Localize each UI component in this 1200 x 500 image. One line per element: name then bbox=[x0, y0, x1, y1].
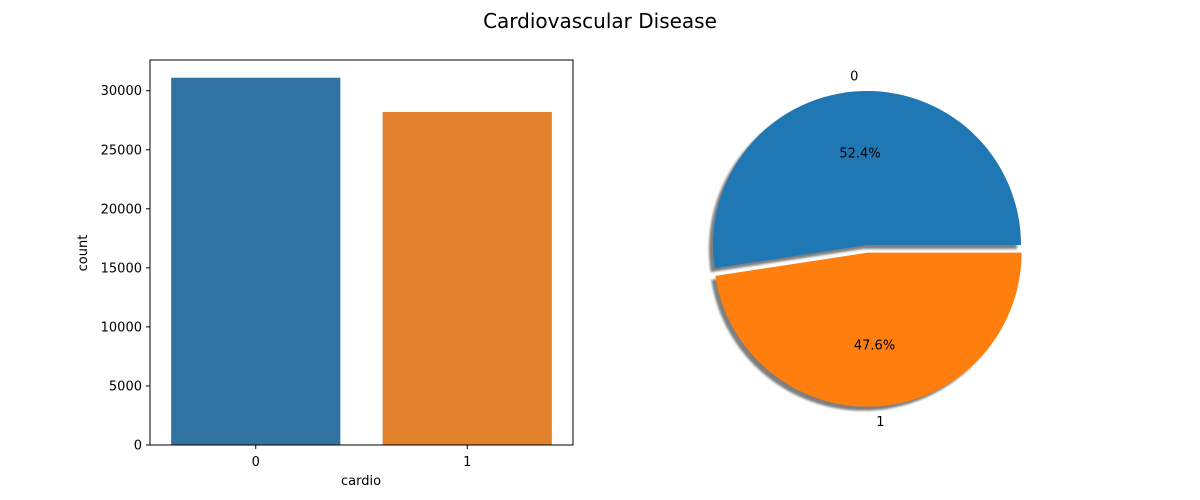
bar-1 bbox=[382, 111, 552, 445]
pie-pct-label: 52.4% bbox=[839, 146, 880, 161]
y-tick-label: 25000 bbox=[101, 143, 142, 158]
x-axis-label: cardio bbox=[341, 474, 381, 489]
y-axis-ticks: 0 5000 10000 15000 20000 25000 30000 bbox=[101, 84, 150, 454]
bar-group bbox=[171, 77, 552, 445]
x-tick-label: 1 bbox=[463, 455, 471, 470]
y-axis-label: count bbox=[76, 235, 91, 272]
figure-title: Cardiovascular Disease bbox=[483, 9, 717, 33]
pie-labels: 0 52.4% 1 47.6% bbox=[839, 70, 895, 431]
y-tick-label: 20000 bbox=[101, 202, 142, 217]
y-tick-label: 0 bbox=[134, 439, 142, 454]
pie-label: 0 bbox=[850, 70, 858, 85]
pie-label: 1 bbox=[876, 415, 884, 430]
pie-pct-label: 47.6% bbox=[854, 338, 895, 353]
y-tick-label: 10000 bbox=[101, 320, 142, 335]
pie-chart: 0 52.4% 1 47.6% bbox=[709, 70, 1022, 431]
pie-slices bbox=[713, 90, 1022, 407]
y-tick-label: 15000 bbox=[101, 261, 142, 276]
bar-0 bbox=[171, 77, 341, 445]
x-tick-label: 0 bbox=[252, 455, 260, 470]
y-tick-label: 30000 bbox=[101, 84, 142, 99]
bar-axes-frame bbox=[149, 59, 574, 446]
pie-slice-0 bbox=[713, 90, 1021, 269]
y-tick-label: 5000 bbox=[109, 379, 142, 394]
pie-slice-1 bbox=[715, 252, 1022, 407]
